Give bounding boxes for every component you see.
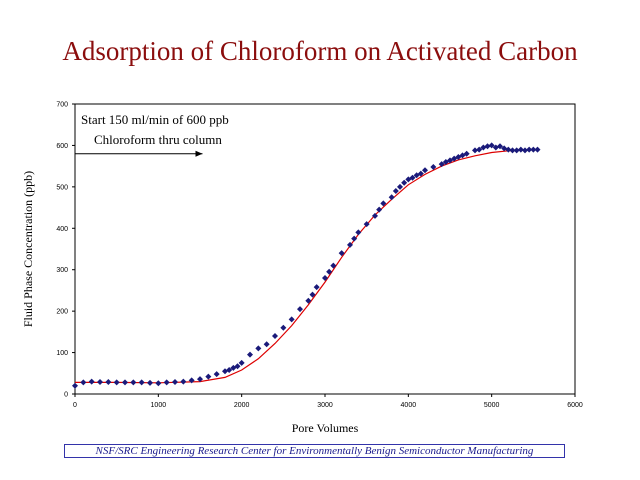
fit-curve: [75, 149, 538, 384]
data-point: [72, 382, 78, 389]
data-point: [438, 161, 445, 168]
data-point: [472, 147, 478, 154]
x-tick-label: 6000: [567, 402, 583, 409]
data-point: [263, 341, 270, 348]
data-point: [388, 194, 395, 201]
data-point: [130, 379, 137, 386]
data-point: [534, 146, 541, 153]
x-tick-label: 3000: [317, 402, 333, 409]
data-point: [122, 379, 128, 386]
data-point: [401, 179, 408, 186]
data-point: [372, 212, 378, 219]
data-point: [213, 371, 220, 378]
data-point: [351, 235, 358, 242]
data-point: [463, 150, 470, 157]
y-tick-label: 500: [56, 184, 68, 191]
data-point: [163, 379, 170, 386]
data-point: [430, 163, 437, 170]
data-point: [338, 250, 345, 257]
data-point: [305, 297, 312, 304]
data-point: [517, 146, 524, 153]
data-point: [347, 241, 353, 248]
data-point: [397, 183, 403, 190]
data-point: [234, 363, 241, 370]
axes: [72, 103, 576, 397]
data-point: [155, 380, 162, 387]
data-point: [297, 306, 303, 313]
tick-labels: 0 1000 2000 3000 4000 5000 6000 0 100 200 300 400 50…: [56, 102, 583, 410]
data-point: [363, 221, 370, 228]
data-point: [522, 147, 528, 154]
data-point: [255, 345, 262, 352]
data-point: [105, 378, 112, 385]
data-point: [280, 324, 287, 331]
data-point: [226, 366, 233, 373]
data-point: [313, 284, 320, 291]
y-tick-label: 100: [56, 350, 68, 357]
x-tick-label: 0: [73, 402, 77, 409]
data-point: [392, 188, 399, 194]
data-point: [272, 333, 278, 339]
slide-title: Adsorption of Chloroform on Activated Ca…: [62, 36, 578, 66]
data-point: [172, 378, 178, 385]
data-point: [322, 275, 328, 281]
data-point: [205, 373, 212, 380]
data-point: [197, 376, 203, 383]
data-point: [505, 146, 512, 153]
data-point: [484, 143, 491, 150]
data-point: [355, 229, 362, 236]
data-point: [488, 142, 495, 149]
annotation: Start 150 ml/min of 600 ppb Chloroform t…: [75, 112, 229, 157]
data-point: [326, 268, 333, 275]
data-point: [180, 378, 187, 385]
data-point: [376, 206, 383, 213]
y-axis-label: Fluid Phase Concentration (ppb): [21, 171, 35, 327]
x-tick-label: 5000: [484, 402, 500, 409]
data-point: [138, 379, 145, 386]
x-tick-label: 2000: [234, 402, 250, 409]
data-point: [309, 291, 316, 298]
data-point: [188, 377, 195, 384]
data-points: [72, 142, 541, 389]
y-tick-label: 0: [64, 392, 68, 399]
data-point: [97, 378, 103, 385]
data-point: [330, 262, 337, 269]
data-point: [417, 170, 424, 177]
data-point: [526, 146, 533, 153]
data-point: [409, 174, 416, 181]
y-tick-label: 400: [56, 226, 68, 233]
data-point: [476, 146, 483, 153]
y-tick-label: 300: [56, 267, 68, 274]
data-point: [530, 146, 537, 153]
x-axis-label: Pore Volumes: [292, 421, 359, 435]
data-point: [380, 200, 387, 207]
fit-line: [75, 149, 538, 384]
data-point: [422, 167, 428, 174]
annotation-arrow-head: [195, 150, 203, 157]
data-point: [509, 147, 516, 154]
x-tick-label: 4000: [401, 402, 417, 409]
data-point: [80, 379, 87, 386]
data-point: [288, 316, 295, 323]
data-point: [513, 147, 520, 154]
x-tick-label: 1000: [151, 402, 167, 409]
y-tick-label: 700: [56, 102, 68, 109]
y-tick-label: 600: [56, 143, 68, 150]
data-point: [113, 379, 120, 386]
data-point: [88, 378, 95, 385]
data-point: [247, 351, 253, 358]
annotation-line-2: Chloroform thru column: [94, 132, 222, 147]
footer-credit: NSF/SRC Engineering Research Center for …: [64, 444, 565, 458]
data-point: [497, 143, 503, 150]
data-point: [238, 359, 245, 366]
y-tick-label: 200: [56, 309, 68, 316]
annotation-line-1: Start 150 ml/min of 600 ppb: [81, 112, 229, 127]
data-point: [147, 379, 153, 386]
